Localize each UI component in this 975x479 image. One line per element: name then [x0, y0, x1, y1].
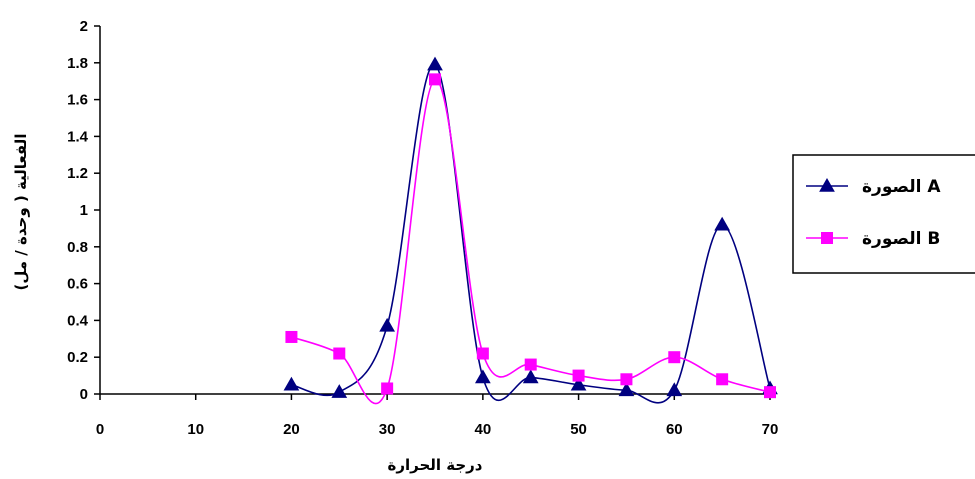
data-point-b — [668, 351, 681, 364]
data-point-b — [572, 369, 585, 382]
data-point-a — [618, 382, 635, 397]
data-point-b — [716, 373, 729, 386]
data-point-b — [333, 347, 346, 360]
x-tick-label: 70 — [762, 421, 779, 438]
data-point-b — [429, 73, 441, 86]
series-lines — [291, 63, 771, 405]
legend-marker — [819, 177, 835, 192]
data-point-b — [381, 382, 394, 395]
y-tick-label: 0 — [80, 386, 88, 403]
series-line-a — [291, 63, 771, 404]
tick-labels: 00.20.40.60.811.21.41.61.820 10 20 30 40 50 60… — [67, 18, 778, 438]
x-tick-label: 10 — [187, 421, 204, 438]
y-tick-label: 0.4 — [67, 312, 89, 329]
legend: الصورة A الصورة B — [792, 154, 975, 274]
y-tick-label: 0.8 — [67, 239, 88, 256]
data-point-a — [522, 369, 539, 384]
data-point-a — [666, 382, 683, 397]
data-point-a — [427, 56, 443, 71]
x-axis-title: درجة الحرارة — [387, 456, 482, 474]
series-markers — [283, 56, 778, 399]
data-point-b — [620, 373, 633, 386]
y-tick-label: 1.6 — [67, 92, 88, 109]
x-tick-label: 20 — [283, 421, 300, 438]
legend-label: الصورة B — [862, 229, 940, 249]
legend-label: الصورة A — [862, 177, 941, 197]
data-point-b — [285, 330, 298, 343]
axes — [94, 25, 771, 400]
x-tick-label: 50 — [570, 421, 587, 438]
x-tick-label: 60 — [666, 421, 683, 438]
y-tick-label: 1.4 — [67, 128, 89, 145]
x-tick-label: 30 — [379, 421, 396, 438]
y-tick-label: 1.2 — [67, 165, 88, 182]
y-tick-label: 0.2 — [67, 349, 88, 366]
data-point-b — [524, 358, 537, 371]
data-point-b — [476, 347, 489, 360]
y-axis-title: الفعالية ( وحدة / مل) — [12, 134, 30, 291]
data-point-a — [283, 376, 300, 391]
y-tick-label: 0.6 — [67, 276, 88, 293]
data-point-a — [379, 317, 396, 332]
legend-marker — [821, 232, 833, 244]
x-tick-label: 40 — [475, 421, 492, 438]
y-tick-label: 1 — [80, 202, 88, 219]
series-line-b — [291, 78, 771, 405]
x-tick-label: 0 — [96, 421, 104, 438]
data-point-b — [764, 386, 776, 399]
data-point-a — [570, 376, 587, 391]
y-tick-label: 2 — [80, 18, 88, 35]
data-point-a — [474, 369, 491, 384]
data-point-a — [331, 384, 348, 398]
y-tick-label: 1.8 — [67, 55, 88, 72]
data-point-a — [714, 216, 731, 231]
legend-box — [792, 154, 975, 274]
